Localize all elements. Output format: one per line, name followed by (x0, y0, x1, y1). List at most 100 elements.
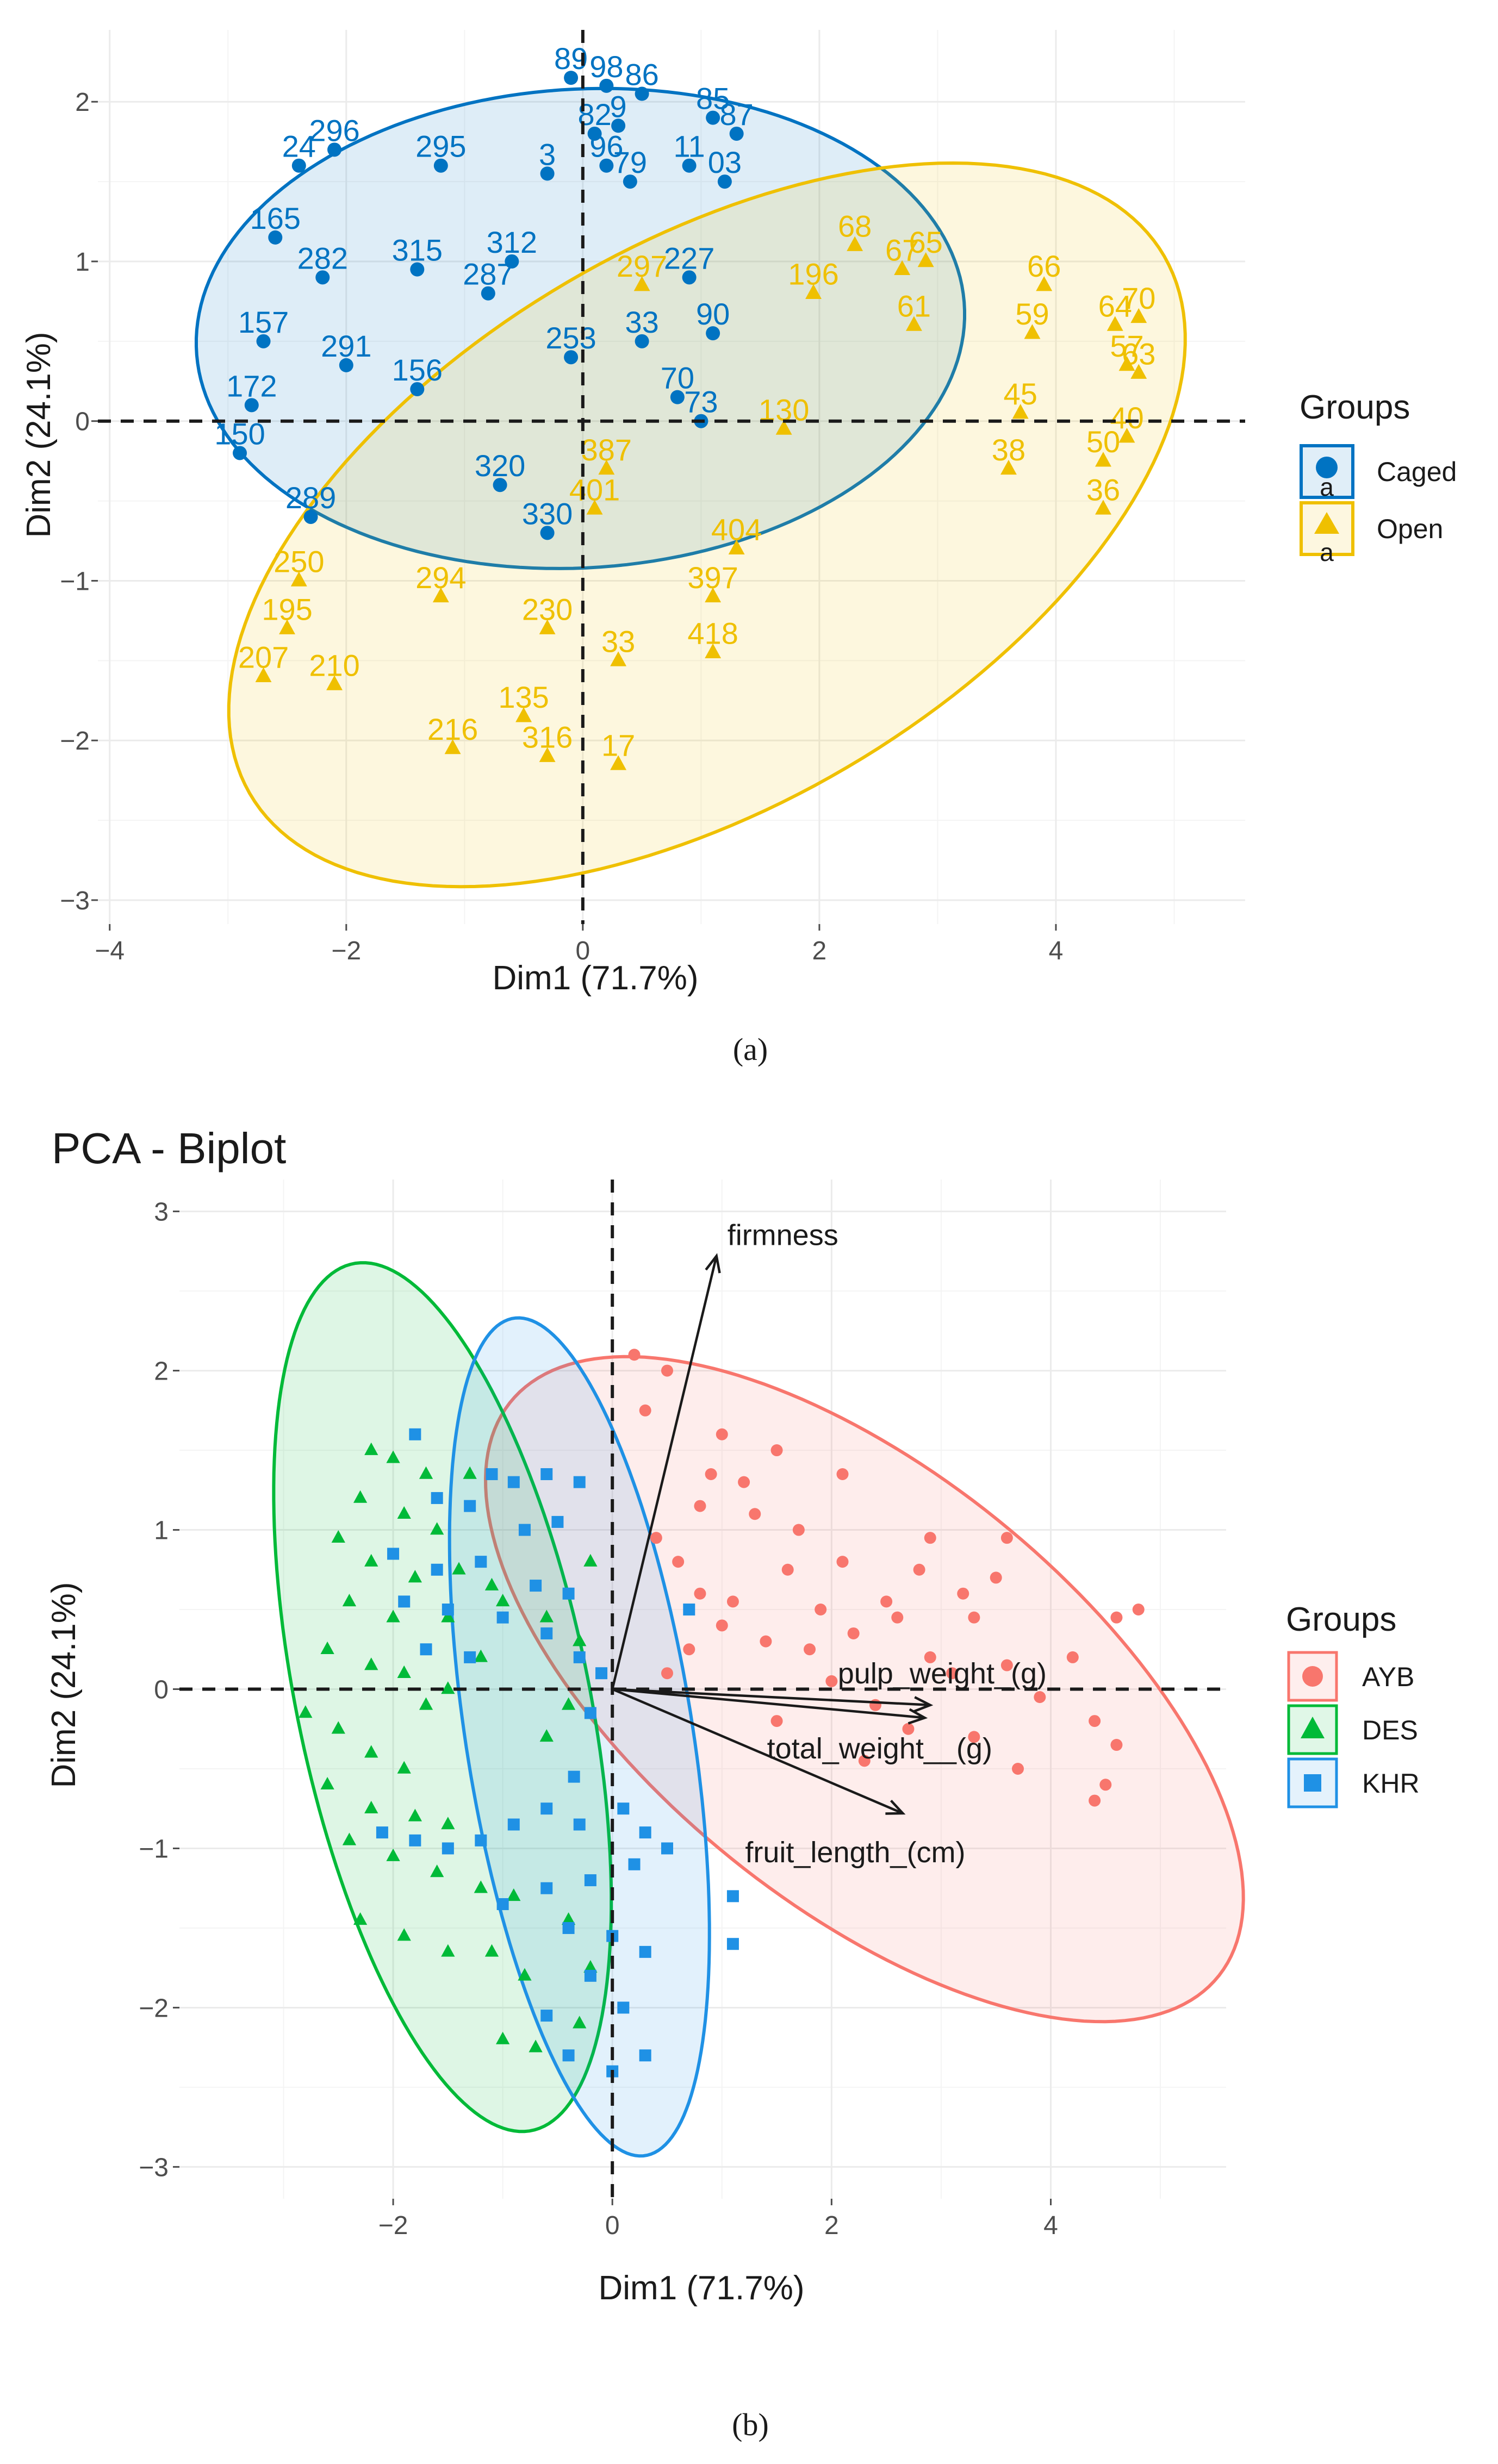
data-point-khr (617, 2001, 630, 2014)
point-label-open: 40 (1110, 401, 1143, 435)
data-point-caged (433, 158, 448, 173)
point-label-open: 216 (427, 712, 478, 746)
data-point-des (320, 1641, 334, 1655)
data-point-open (326, 675, 343, 690)
variable-arrow-shaft (612, 1688, 904, 1815)
point-label-open: 45 (1004, 377, 1037, 411)
data-point-khr (617, 1802, 630, 1815)
point-label-caged: 03 (708, 145, 742, 179)
data-point-khr (562, 1922, 575, 1934)
data-point-open (610, 651, 627, 666)
data-point-khr (540, 1802, 553, 1815)
x-tick-label: −2 (331, 937, 361, 965)
x-tick-label: 0 (605, 2211, 620, 2240)
y-tick-label: −3 (139, 2153, 169, 2182)
point-label-open: 33 (601, 624, 635, 658)
data-point-caged (244, 398, 259, 413)
data-point-ayb (694, 1500, 706, 1512)
panel-a-legend-title: Groups (1300, 389, 1410, 426)
data-point-caged (611, 118, 626, 133)
data-point-ayb (705, 1468, 717, 1480)
point-label-caged: 85 (696, 82, 730, 116)
data-point-open (705, 587, 722, 603)
point-label-caged: 320 (475, 448, 525, 483)
data-point-des (408, 1570, 422, 1583)
data-point-ayb (1089, 1794, 1101, 1807)
data-point-des (364, 1554, 378, 1567)
point-label-open: 250 (274, 544, 324, 578)
y-tick-label: 2 (154, 1357, 169, 1386)
data-point-open (705, 643, 722, 658)
data-point-des (441, 1817, 455, 1830)
data-point-khr (595, 1667, 608, 1680)
point-label-open: 401 (569, 472, 620, 507)
data-point-caged (706, 326, 720, 341)
data-point-khr (486, 1468, 498, 1480)
data-point-khr (540, 2010, 553, 2022)
confidence-ellipse-des (272, 1261, 613, 2134)
legend-marker-open (1314, 512, 1339, 534)
data-point-khr (562, 2049, 575, 2062)
confidence-ellipse-open (227, 161, 1187, 889)
data-point-ayb (990, 1571, 1002, 1584)
data-point-open (598, 459, 615, 475)
data-point-khr (726, 1938, 739, 1950)
data-point-open (539, 619, 556, 634)
point-label-caged: 227 (664, 241, 714, 275)
data-point-des (386, 1848, 400, 1861)
data-point-caged (505, 254, 519, 269)
point-label-caged: 253 (545, 321, 596, 355)
legend-marker-ayb (1302, 1666, 1323, 1687)
confidence-ellipse-ayb (483, 1355, 1245, 2024)
x-tick-label: 2 (824, 2211, 839, 2240)
point-label-open: 68 (838, 209, 872, 244)
point-label-caged: 165 (250, 201, 301, 235)
y-tick-label: 0 (75, 408, 90, 436)
data-point-khr (726, 1890, 739, 1902)
data-point-khr (530, 1580, 542, 1592)
data-point-des (484, 1944, 499, 1957)
panel-b: PCA - Biplot firmness pulp_weight_(g)tota… (45, 1124, 1420, 2442)
data-point-des (441, 1610, 455, 1623)
data-point-khr (540, 1882, 553, 1894)
data-point-khr (409, 1834, 421, 1847)
panel-a-y-axis-title: Dim2 (24.1%) (20, 332, 58, 538)
variable-arrow-head (913, 1696, 934, 1713)
point-label-open: 418 (687, 616, 738, 651)
point-label-open: 63 (1122, 337, 1155, 371)
point-label-caged: 312 (487, 225, 537, 259)
variable-label: fruit_length_(cm) (745, 1836, 965, 1869)
data-point-des (539, 1729, 554, 1742)
data-point-des (507, 1888, 521, 1901)
data-point-des (573, 2016, 587, 2029)
data-point-khr (639, 2049, 651, 2062)
point-label-caged: 98 (589, 49, 623, 84)
data-point-khr (420, 1643, 432, 1656)
point-label-caged: 90 (696, 297, 730, 331)
legend-label-khr: KHR (1362, 1768, 1420, 1799)
variable-arrow-shaft (611, 1256, 718, 1690)
panel-b-tick-labels: −2 0 2 4 −3 −2 −1 0 1 2 3 (139, 1198, 1058, 2240)
data-point-caged (256, 334, 271, 348)
data-point-caged (327, 142, 342, 157)
data-point-caged (587, 126, 602, 141)
point-label-caged: 70 (661, 361, 694, 395)
data-point-open (279, 619, 295, 634)
data-point-caged (706, 110, 720, 125)
data-point-des (463, 1466, 477, 1479)
data-point-khr (551, 1515, 564, 1528)
data-point-open (1012, 404, 1029, 419)
data-point-des (419, 1697, 433, 1710)
point-label-open: 17 (601, 728, 635, 762)
legend-marker-des (1301, 1717, 1325, 1738)
legend-label-open: Open (1377, 514, 1443, 544)
data-point-khr (507, 1476, 520, 1488)
data-point-des (583, 1960, 598, 1973)
data-point-khr (568, 1770, 580, 1783)
data-point-caged (291, 158, 306, 173)
panel-b-legend: Groups AYB DES KHR (1286, 1601, 1420, 1808)
data-point-des (495, 1594, 510, 1607)
data-point-khr (431, 1563, 443, 1576)
data-point-ayb (661, 1667, 673, 1680)
